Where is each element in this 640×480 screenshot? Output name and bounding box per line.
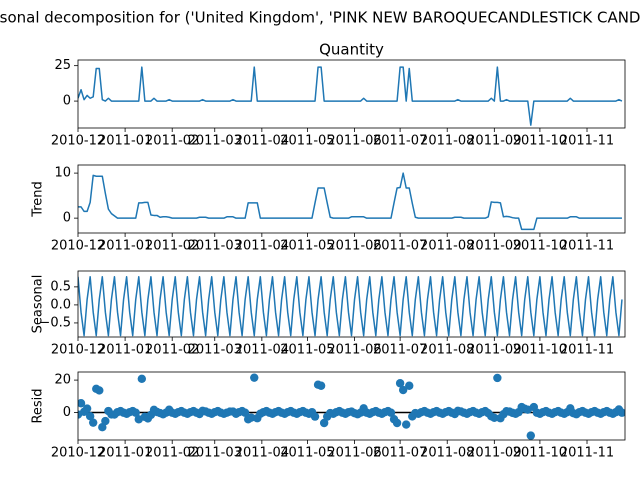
- x-tick-label: 2011-11: [560, 134, 614, 149]
- x-tick-label: 2011-03: [188, 239, 242, 254]
- resid-point: [310, 412, 320, 421]
- x-tick-label: 2011-01: [98, 446, 152, 461]
- x-tick-label: 2011-06: [327, 134, 381, 149]
- x-tick-label: 2011-08: [420, 134, 474, 149]
- y-axis-label: Trend: [31, 181, 46, 218]
- resid-point: [88, 418, 98, 427]
- x-tick-label: 2011-05: [280, 239, 334, 254]
- resid-point: [386, 408, 396, 417]
- resid-point: [490, 413, 499, 423]
- x-tick-label: 2011-04: [235, 134, 289, 149]
- y-tick-label: 10: [54, 166, 71, 181]
- x-tick-label: 2011-04: [235, 446, 289, 461]
- x-tick-label: 2010-12: [51, 343, 105, 358]
- y-tick-label: 20: [54, 373, 71, 388]
- x-tick-label: 2011-06: [327, 239, 381, 254]
- x-tick-label: 2011-09: [467, 134, 521, 149]
- resid-point: [526, 431, 535, 440]
- resid-point: [250, 373, 259, 382]
- resid-point: [319, 418, 329, 428]
- resid-point: [85, 412, 95, 421]
- resid-point: [82, 404, 92, 413]
- x-tick-label: 2011-09: [467, 343, 521, 358]
- x-tick-label: 2011-05: [280, 446, 334, 461]
- x-tick-label: 2011-03: [188, 343, 242, 358]
- resid-point: [398, 385, 408, 395]
- axes-frame: [77, 270, 626, 338]
- x-tick-label: 2011-10: [513, 446, 567, 461]
- suptitle: Seasonal decomposition for ('United King…: [0, 9, 640, 27]
- x-tick-label: 2011-06: [327, 446, 381, 461]
- x-tick-label: 2011-02: [145, 446, 199, 461]
- series-line: [78, 66, 623, 126]
- y-tick-label: 0: [63, 405, 71, 420]
- series-line: [78, 276, 623, 337]
- axes-frame: [77, 164, 626, 234]
- x-tick-label: 2011-06: [327, 343, 381, 358]
- x-tick-label: 2010-12: [51, 134, 105, 149]
- y-tick-label: 0: [63, 211, 71, 226]
- resid-point: [137, 374, 147, 383]
- y-axis-label: Resid: [31, 388, 46, 423]
- x-tick-label: 2011-04: [235, 343, 289, 358]
- x-tick-label: 2011-03: [188, 446, 242, 461]
- x-tick-label: 2010-12: [51, 239, 105, 254]
- x-tick-label: 2011-02: [145, 134, 199, 149]
- y-tick-label: 0.5: [50, 279, 71, 294]
- x-tick-label: 2011-09: [467, 239, 521, 254]
- x-tick-label: 2011-03: [188, 134, 242, 149]
- series-line: [78, 172, 622, 231]
- x-tick-label: 2011-05: [280, 134, 334, 149]
- x-tick-label: 2011-01: [98, 134, 152, 149]
- x-tick-label: 2011-07: [373, 343, 427, 358]
- x-tick-label: 2011-04: [235, 239, 289, 254]
- resid-point: [131, 408, 140, 417]
- x-tick-label: 2011-05: [280, 343, 334, 358]
- x-tick-label: 2011-07: [373, 446, 427, 461]
- x-tick-label: 2011-11: [560, 446, 614, 461]
- x-tick-label: 2011-01: [98, 239, 152, 254]
- resid-point: [392, 418, 402, 428]
- y-axis-label: Seasonal: [31, 275, 46, 334]
- y-tick-label: −0.5: [39, 315, 71, 330]
- resid-point: [78, 399, 86, 408]
- x-tick-label: 2011-07: [373, 239, 427, 254]
- resid-point: [493, 373, 502, 383]
- axes-frame: [77, 59, 626, 129]
- resid-point: [405, 381, 414, 390]
- y-tick-label: 0.0: [50, 297, 71, 312]
- x-tick-label: 2011-08: [420, 239, 474, 254]
- x-tick-label: 2011-08: [420, 343, 474, 358]
- x-tick-label: 2011-10: [513, 134, 567, 149]
- resid-point: [402, 420, 411, 429]
- resid-point: [395, 379, 405, 388]
- resid-point: [95, 386, 104, 395]
- x-tick-label: 2011-08: [420, 446, 474, 461]
- x-tick-label: 2011-01: [98, 343, 152, 358]
- resid-point: [240, 408, 250, 417]
- resid-point: [101, 416, 110, 426]
- x-tick-label: 2011-10: [513, 239, 567, 254]
- x-tick-label: 2011-10: [513, 343, 567, 358]
- x-tick-label: 2011-11: [560, 343, 614, 358]
- resid-point: [316, 381, 326, 390]
- x-tick-label: 2011-07: [373, 134, 427, 149]
- panel-title: Quantity: [319, 41, 384, 59]
- resid-point: [247, 413, 256, 422]
- x-tick-label: 2011-02: [145, 239, 199, 254]
- y-tick-label: 0: [63, 94, 71, 109]
- x-tick-label: 2011-02: [145, 343, 199, 358]
- y-tick-label: 25: [54, 58, 71, 73]
- x-tick-label: 2011-11: [560, 239, 614, 254]
- x-tick-label: 2010-12: [51, 446, 105, 461]
- x-tick-label: 2011-09: [467, 446, 521, 461]
- axes-frame: [77, 371, 626, 441]
- resid-point: [617, 408, 625, 417]
